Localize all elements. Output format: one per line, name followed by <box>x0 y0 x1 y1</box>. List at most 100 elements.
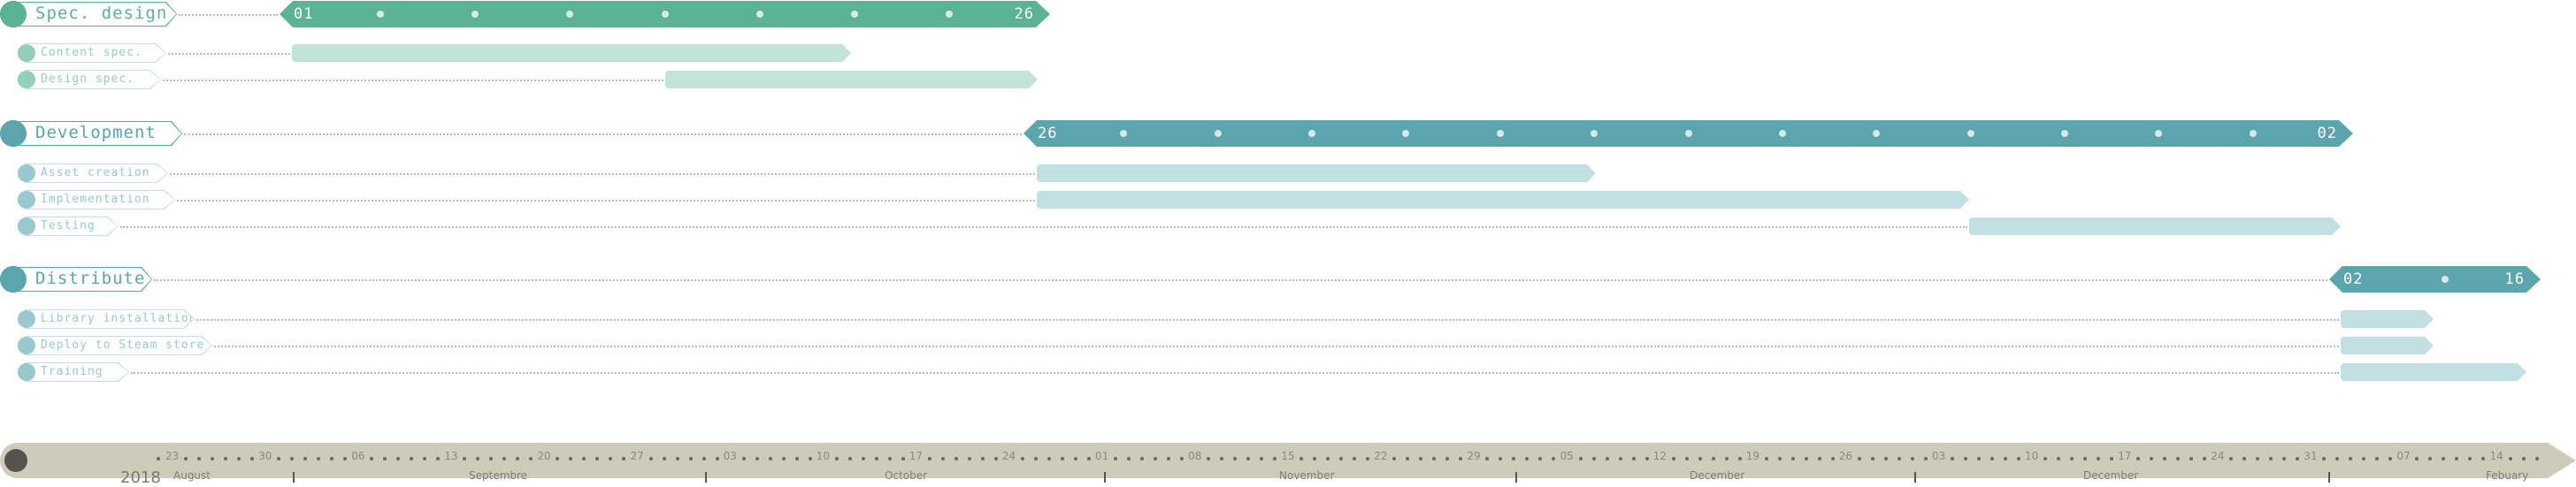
timeline-month-label: Septembre <box>469 469 528 482</box>
timeline-day-dot <box>1552 457 1556 460</box>
task-leader <box>177 200 1035 202</box>
task-leader <box>120 226 1967 228</box>
timeline-day-dot <box>2508 457 2512 460</box>
group-end-label: 26 <box>1014 5 1034 23</box>
task-leader <box>170 173 1035 175</box>
bar-tick-dot <box>1215 130 1222 137</box>
timeline-day-dot <box>211 457 215 460</box>
task-label-bg <box>26 363 128 381</box>
bar-tick-dot <box>1402 130 1409 137</box>
timeline-day-dot <box>2136 457 2141 460</box>
timeline-day-label: 12 <box>1652 450 1667 462</box>
timeline-day-dot <box>2003 457 2007 460</box>
timeline-day-dot <box>1485 457 1490 460</box>
timeline-day-dot <box>1114 457 1117 460</box>
timeline-day-dot <box>808 457 812 460</box>
task-label-text: Implementation <box>41 193 150 206</box>
task-label-bg <box>26 44 165 62</box>
timeline-day-dot <box>1033 457 1038 460</box>
timeline-day-dot <box>1910 457 1914 460</box>
group-dot-front-spec <box>0 1 27 27</box>
bar-tick-dot <box>1308 130 1315 137</box>
timeline-day-dot <box>715 457 719 460</box>
timeline-day-dot <box>330 457 334 460</box>
bar-tick-dot <box>377 11 384 18</box>
timeline-day-dot <box>1260 457 1264 460</box>
timeline-day-dot <box>595 457 600 460</box>
timeline-month-tick <box>293 472 295 483</box>
timeline-day-dot <box>2349 457 2353 460</box>
timeline-day-dot <box>702 457 706 460</box>
timeline-month-tick <box>705 472 707 483</box>
bar-tick-dot <box>472 11 479 18</box>
task-dot-front <box>18 217 35 235</box>
task-dot-front <box>18 71 35 88</box>
timeline-month-label: December <box>2083 469 2139 482</box>
timeline-day-dot <box>2375 457 2380 460</box>
task-bar <box>2341 363 2526 381</box>
timeline-day-dot <box>980 457 985 460</box>
timeline-day-label: 31 <box>2304 450 2318 462</box>
group-end-label: 02 <box>2317 125 2337 142</box>
task-label-text: Asset creation <box>41 166 150 179</box>
timeline-day-dot <box>1684 457 1689 460</box>
timeline-day-dot <box>2521 457 2526 460</box>
bar-tick-dot <box>1685 130 1692 137</box>
timeline-day-dot <box>1167 457 1171 460</box>
timeline-day-dot <box>1525 457 1530 460</box>
timeline-day-label: 08 <box>1188 450 1202 462</box>
task-bar <box>2341 337 2434 354</box>
timeline-day-dot <box>569 457 573 460</box>
timeline-day-dot <box>1207 457 1211 460</box>
timeline-month-tick <box>2328 472 2330 483</box>
timeline-day-dot <box>1154 457 1158 460</box>
timeline-day-label: 23 <box>165 450 180 462</box>
bar-tick-dot <box>662 11 669 18</box>
timeline-month-label: August <box>173 469 211 482</box>
bar-tick-dot <box>1873 130 1880 137</box>
bar-tick-dot <box>2155 130 2162 137</box>
timeline-day-label: 15 <box>1281 450 1295 462</box>
timeline-day-dot <box>901 457 905 460</box>
timeline-day-dot <box>250 457 255 460</box>
timeline-day-dot <box>847 457 852 460</box>
timeline-day-dot <box>887 457 892 460</box>
timeline-day-dot <box>1804 457 1808 460</box>
timeline-day-dot <box>197 457 202 460</box>
timeline-month-label: Febuary <box>2486 469 2529 482</box>
timeline-day-dot <box>317 457 321 460</box>
timeline-day-label: 24 <box>2211 450 2225 462</box>
timeline-day-dot <box>224 457 228 460</box>
timeline-day-dot <box>476 457 480 460</box>
bar-tick-dot <box>1497 130 1504 137</box>
timeline-day-dot <box>410 457 414 460</box>
task-label-text: Testing <box>41 219 96 232</box>
task-label-text: Content spec. <box>41 46 142 59</box>
timeline-day-dot <box>993 457 998 460</box>
timeline-day-dot <box>2070 457 2074 460</box>
bar-tick-dot <box>1591 130 1598 137</box>
task-label: Asset creation <box>25 164 168 183</box>
bar-tick-dot <box>1967 130 1974 137</box>
timeline-day-dot <box>1459 457 1463 460</box>
timeline-day-dot <box>343 457 348 460</box>
task-label-bg <box>26 337 211 354</box>
timeline-day-dot <box>662 457 666 460</box>
group-dot-front-dist <box>0 266 27 293</box>
task-dot-front <box>18 310 35 328</box>
task-bar <box>1037 191 1969 209</box>
task-dot-front <box>18 164 35 182</box>
task-leader <box>131 372 2339 374</box>
timeline-day-dot <box>1618 457 1622 460</box>
timeline-month-tick <box>1104 472 1106 483</box>
timeline-day-dot <box>290 457 295 460</box>
timeline-day-dot <box>1923 457 1928 460</box>
timeline-day-dot <box>489 457 494 460</box>
bar-tick-dot <box>1779 130 1786 137</box>
bar-tick-dot <box>566 11 573 18</box>
timeline-day-dot <box>2362 457 2366 460</box>
timeline-day-dot <box>2057 457 2061 460</box>
timeline-day-label: 30 <box>258 450 272 462</box>
timeline-day-dot <box>2256 457 2260 460</box>
group-label-dist: Distribute <box>11 267 152 292</box>
